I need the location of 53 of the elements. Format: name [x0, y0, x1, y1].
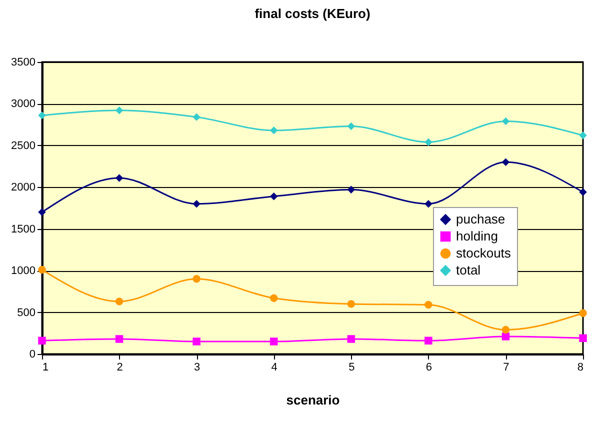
x-tick-label: 1 — [42, 362, 49, 374]
x-tick-label: 7 — [503, 362, 510, 374]
point — [38, 336, 46, 345]
point — [502, 326, 510, 334]
y-tick-label: 3000 — [11, 98, 36, 110]
point — [115, 298, 124, 306]
legend-label: total — [456, 262, 481, 278]
y-tick-label: 1500 — [11, 223, 36, 236]
point — [270, 192, 278, 200]
point — [579, 309, 587, 317]
point — [424, 138, 432, 146]
point — [115, 174, 124, 182]
y-tick-label: 2000 — [11, 182, 36, 194]
point — [424, 300, 432, 309]
point — [192, 113, 200, 121]
point — [192, 200, 200, 208]
y-tick-label: 3500 — [11, 56, 36, 68]
point — [38, 208, 46, 216]
point — [270, 126, 278, 134]
x-tick-label: 6 — [426, 362, 432, 374]
point — [347, 335, 356, 343]
point — [270, 338, 278, 346]
point — [579, 334, 587, 342]
point — [424, 336, 432, 345]
x-tick-label: 8 — [577, 362, 584, 374]
x-tick-label: 2 — [116, 362, 123, 374]
point — [424, 200, 432, 208]
chart-title: final costs (KEuro) — [254, 6, 370, 21]
legend-label: puchase — [456, 212, 506, 226]
point — [579, 132, 587, 140]
point — [192, 275, 200, 283]
point — [192, 338, 200, 346]
y-tick-label: 2500 — [11, 140, 36, 152]
point — [502, 332, 510, 340]
x-axis-title: scenario — [286, 392, 340, 408]
point — [38, 112, 46, 120]
y-tick-label: 500 — [17, 306, 36, 319]
y-tick-label: 0 — [29, 348, 36, 360]
point — [270, 294, 278, 302]
legend-label: stockouts — [456, 246, 512, 260]
x-tick-label: 5 — [348, 362, 355, 374]
point — [347, 122, 356, 130]
point — [115, 106, 124, 114]
y-tick-label: 1000 — [11, 265, 36, 278]
legend-label: holding — [456, 228, 498, 244]
point — [579, 188, 587, 196]
x-tick-label: 4 — [271, 362, 278, 374]
point — [502, 117, 510, 126]
point — [347, 300, 356, 308]
x-tick-label: 3 — [194, 362, 200, 374]
point — [115, 335, 124, 343]
point — [502, 158, 510, 166]
point — [347, 186, 356, 194]
